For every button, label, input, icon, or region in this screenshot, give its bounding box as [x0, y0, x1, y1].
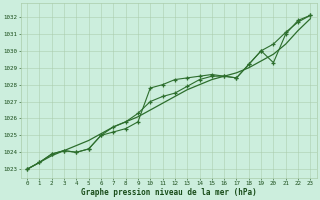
X-axis label: Graphe pression niveau de la mer (hPa): Graphe pression niveau de la mer (hPa): [81, 188, 257, 197]
